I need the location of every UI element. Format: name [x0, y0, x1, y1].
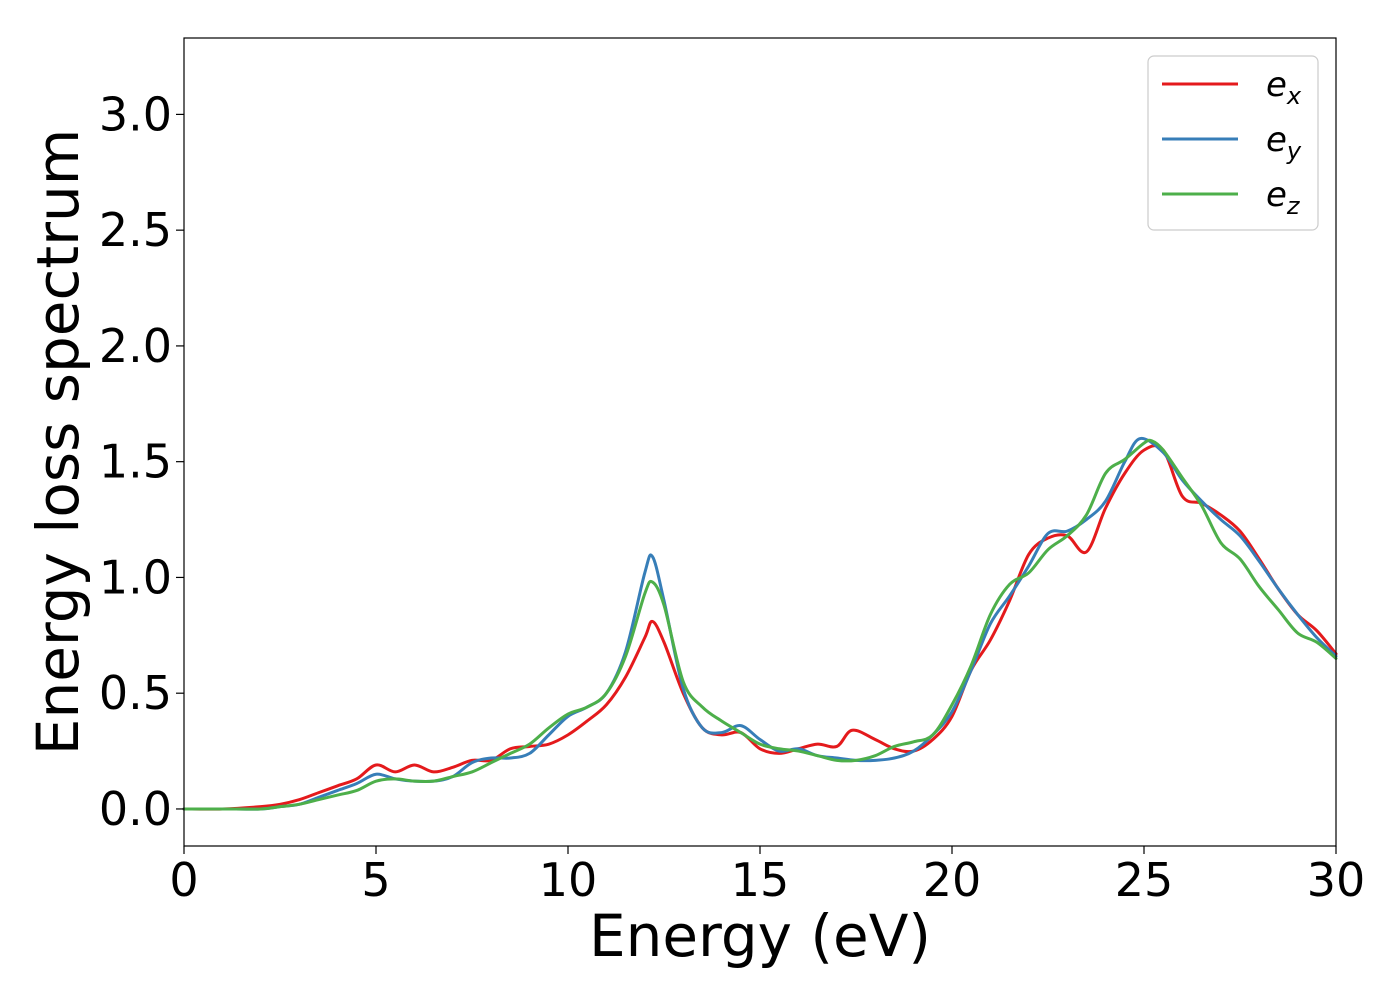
y-tick-label: 0.5 [99, 666, 172, 720]
x-tick-label: 15 [731, 853, 790, 907]
x-tick-label: 0 [169, 853, 198, 907]
legend-frame [1147, 55, 1319, 231]
x-tick-label: 20 [923, 853, 982, 907]
x-tick-label: 25 [1115, 853, 1174, 907]
y-tick-label: 0.0 [99, 782, 172, 836]
x-axis-label: Energy (eV) [589, 902, 931, 970]
y-tick-label: 3.0 [99, 87, 172, 141]
series-line-ez [182, 438, 1338, 811]
series-layer [182, 436, 1338, 811]
y-axis-ticks: 0.0 0.5 1.0 1.5 2.0 2.5 3.0 [99, 87, 184, 836]
x-axis-ticks: 0 5 10 15 20 25 30 [169, 846, 1365, 907]
y-tick-label: 1.5 [99, 435, 172, 489]
series-line-ex [182, 444, 1338, 811]
x-tick-label: 5 [361, 853, 390, 907]
y-tick-label: 2.5 [99, 203, 172, 257]
x-tick-label: 30 [1307, 853, 1366, 907]
y-tick-label: 2.0 [99, 319, 172, 373]
y-axis-label: Energy loss spectrum [24, 129, 92, 755]
y-tick-label: 1.0 [99, 550, 172, 604]
x-tick-label: 10 [539, 853, 598, 907]
